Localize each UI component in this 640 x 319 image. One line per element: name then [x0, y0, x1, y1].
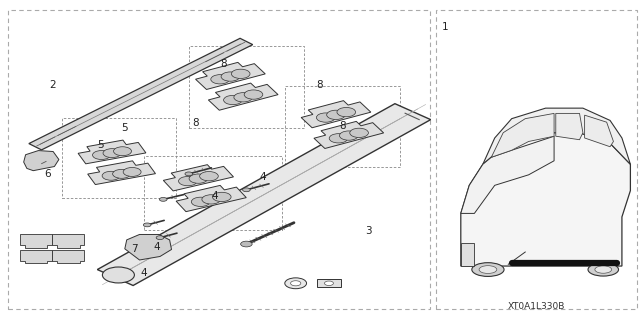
Text: 4: 4 — [211, 191, 218, 201]
Text: 4: 4 — [259, 172, 266, 182]
Circle shape — [350, 128, 369, 137]
Polygon shape — [125, 234, 172, 260]
Circle shape — [241, 241, 252, 247]
Bar — [144, 156, 282, 230]
Circle shape — [316, 113, 335, 122]
Polygon shape — [176, 185, 246, 211]
Circle shape — [103, 149, 121, 158]
Polygon shape — [209, 83, 278, 110]
Polygon shape — [97, 104, 431, 286]
Polygon shape — [29, 38, 253, 150]
Circle shape — [339, 131, 358, 140]
Circle shape — [185, 172, 193, 176]
Circle shape — [326, 110, 346, 120]
Circle shape — [232, 69, 250, 78]
Polygon shape — [20, 234, 52, 248]
Ellipse shape — [472, 263, 504, 277]
Circle shape — [221, 72, 240, 81]
Polygon shape — [163, 165, 234, 191]
Text: 1: 1 — [442, 22, 449, 32]
Circle shape — [234, 93, 253, 102]
Circle shape — [123, 167, 141, 176]
Circle shape — [143, 223, 151, 227]
Circle shape — [102, 171, 120, 180]
Text: 6: 6 — [45, 169, 51, 179]
Polygon shape — [461, 136, 554, 213]
Text: 7: 7 — [131, 244, 138, 254]
Circle shape — [159, 197, 167, 201]
Circle shape — [212, 192, 231, 202]
Circle shape — [324, 281, 333, 286]
Circle shape — [93, 151, 111, 160]
Ellipse shape — [588, 263, 618, 276]
Bar — [189, 46, 304, 128]
Ellipse shape — [479, 266, 497, 273]
Bar — [436, 10, 637, 309]
Bar — [285, 86, 400, 167]
Circle shape — [285, 278, 307, 289]
Polygon shape — [483, 108, 630, 164]
Text: 4: 4 — [154, 242, 160, 252]
Polygon shape — [52, 250, 84, 263]
Circle shape — [179, 176, 197, 186]
Text: 8: 8 — [339, 121, 346, 131]
Circle shape — [200, 172, 218, 181]
Text: 8: 8 — [221, 59, 227, 69]
Circle shape — [244, 90, 263, 99]
Polygon shape — [461, 243, 474, 266]
Polygon shape — [196, 63, 265, 89]
Circle shape — [337, 108, 356, 117]
Text: 3: 3 — [365, 226, 371, 236]
Circle shape — [113, 169, 131, 178]
Bar — [62, 118, 176, 198]
Polygon shape — [88, 161, 156, 185]
Circle shape — [243, 188, 250, 192]
Text: 5: 5 — [122, 122, 128, 133]
Polygon shape — [461, 133, 630, 266]
Bar — [317, 279, 341, 287]
Text: 2: 2 — [49, 79, 56, 90]
Ellipse shape — [595, 266, 612, 273]
Circle shape — [113, 147, 131, 156]
Circle shape — [156, 236, 164, 240]
Polygon shape — [314, 122, 383, 148]
Polygon shape — [52, 234, 84, 248]
Text: 4: 4 — [141, 268, 147, 278]
Polygon shape — [78, 140, 146, 164]
Circle shape — [191, 197, 210, 206]
Polygon shape — [301, 101, 371, 128]
Text: XT0A1L330B: XT0A1L330B — [508, 302, 565, 311]
Circle shape — [202, 195, 221, 204]
Text: 8: 8 — [317, 79, 323, 90]
Circle shape — [329, 134, 348, 143]
Polygon shape — [24, 151, 59, 171]
Polygon shape — [556, 114, 583, 140]
Circle shape — [291, 281, 301, 286]
Circle shape — [211, 75, 229, 84]
Circle shape — [189, 174, 208, 183]
Bar — [8, 10, 430, 309]
Polygon shape — [584, 115, 614, 147]
Circle shape — [102, 267, 134, 283]
Circle shape — [223, 95, 242, 105]
Polygon shape — [20, 250, 52, 263]
Text: 8: 8 — [192, 118, 198, 128]
Polygon shape — [492, 114, 554, 157]
Text: 5: 5 — [97, 140, 104, 150]
